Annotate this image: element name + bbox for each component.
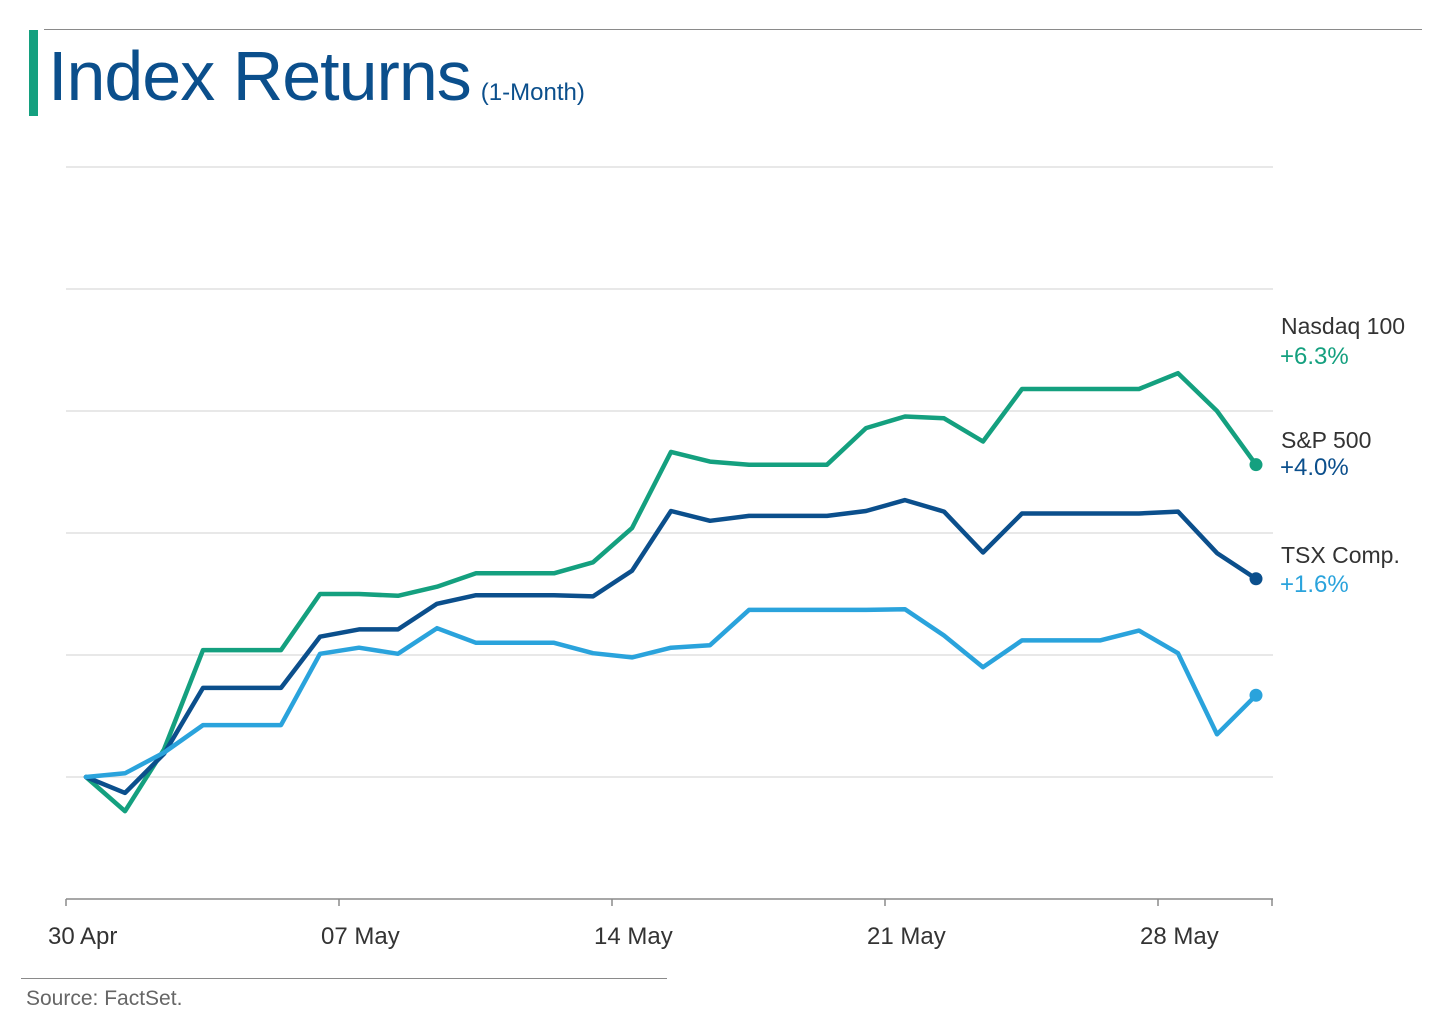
x-tick-label: 28 May bbox=[1140, 923, 1219, 950]
chart-title-text: Index Returns bbox=[48, 37, 472, 115]
series-value-label: +4.0% bbox=[1280, 454, 1349, 481]
footer-rule bbox=[21, 978, 667, 979]
header-top-rule bbox=[44, 29, 1422, 30]
series-value-label: +1.6% bbox=[1280, 571, 1349, 598]
x-tick-label: 07 May bbox=[321, 923, 400, 950]
x-tick-label: 30 Apr bbox=[48, 923, 117, 950]
gridlines bbox=[66, 166, 1273, 778]
x-axis: 30 Apr 07 May 14 May 21 May 28 May bbox=[48, 898, 1273, 950]
end-labels: Nasdaq 100 +6.3% S&P 500+4.0% TSX Comp. +1.6… bbox=[1280, 313, 1405, 598]
series-name-label: TSX Comp. bbox=[1281, 542, 1400, 568]
source-note: Source: FactSet. bbox=[26, 987, 183, 1010]
series-name-label: Nasdaq 100 bbox=[1281, 313, 1405, 339]
series-value-label: +6.3% bbox=[1280, 343, 1349, 370]
series-end-marker bbox=[1249, 572, 1263, 586]
series-line-0 bbox=[83, 370, 1259, 814]
chart-subtitle: (1-Month) bbox=[480, 79, 585, 106]
series-name-label: S&P 500 bbox=[1281, 427, 1371, 453]
chart-title: Index Returns (1-Month) bbox=[48, 34, 585, 135]
series-end-marker bbox=[1249, 458, 1263, 472]
series-end-marker bbox=[1249, 688, 1263, 702]
x-tick-label: 21 May bbox=[867, 923, 946, 950]
series-line-1 bbox=[83, 497, 1259, 796]
series-line-2 bbox=[83, 607, 1259, 780]
title-accent-bar bbox=[29, 30, 38, 116]
series-lines bbox=[83, 370, 1263, 814]
x-tick-label: 14 May bbox=[594, 923, 673, 950]
